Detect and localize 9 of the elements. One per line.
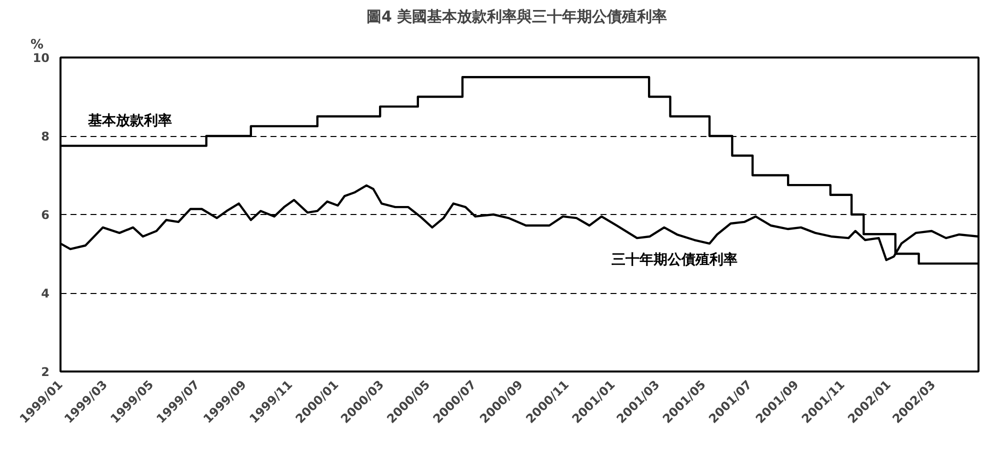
y-tick-label: 10	[32, 51, 50, 65]
y-tick-label: 2	[41, 365, 50, 379]
y-axis-title: %	[30, 38, 44, 52]
y-tick-label: 4	[41, 286, 50, 300]
y-tick-label: 6	[41, 208, 50, 222]
series-label: 基本放款利率	[87, 112, 172, 130]
y-tick-label: 8	[41, 130, 50, 144]
chart-title: 圖4 美國基本放款利率與三十年期公債殖利率	[366, 8, 668, 26]
series-label: 三十年期公債殖利率	[611, 250, 738, 268]
